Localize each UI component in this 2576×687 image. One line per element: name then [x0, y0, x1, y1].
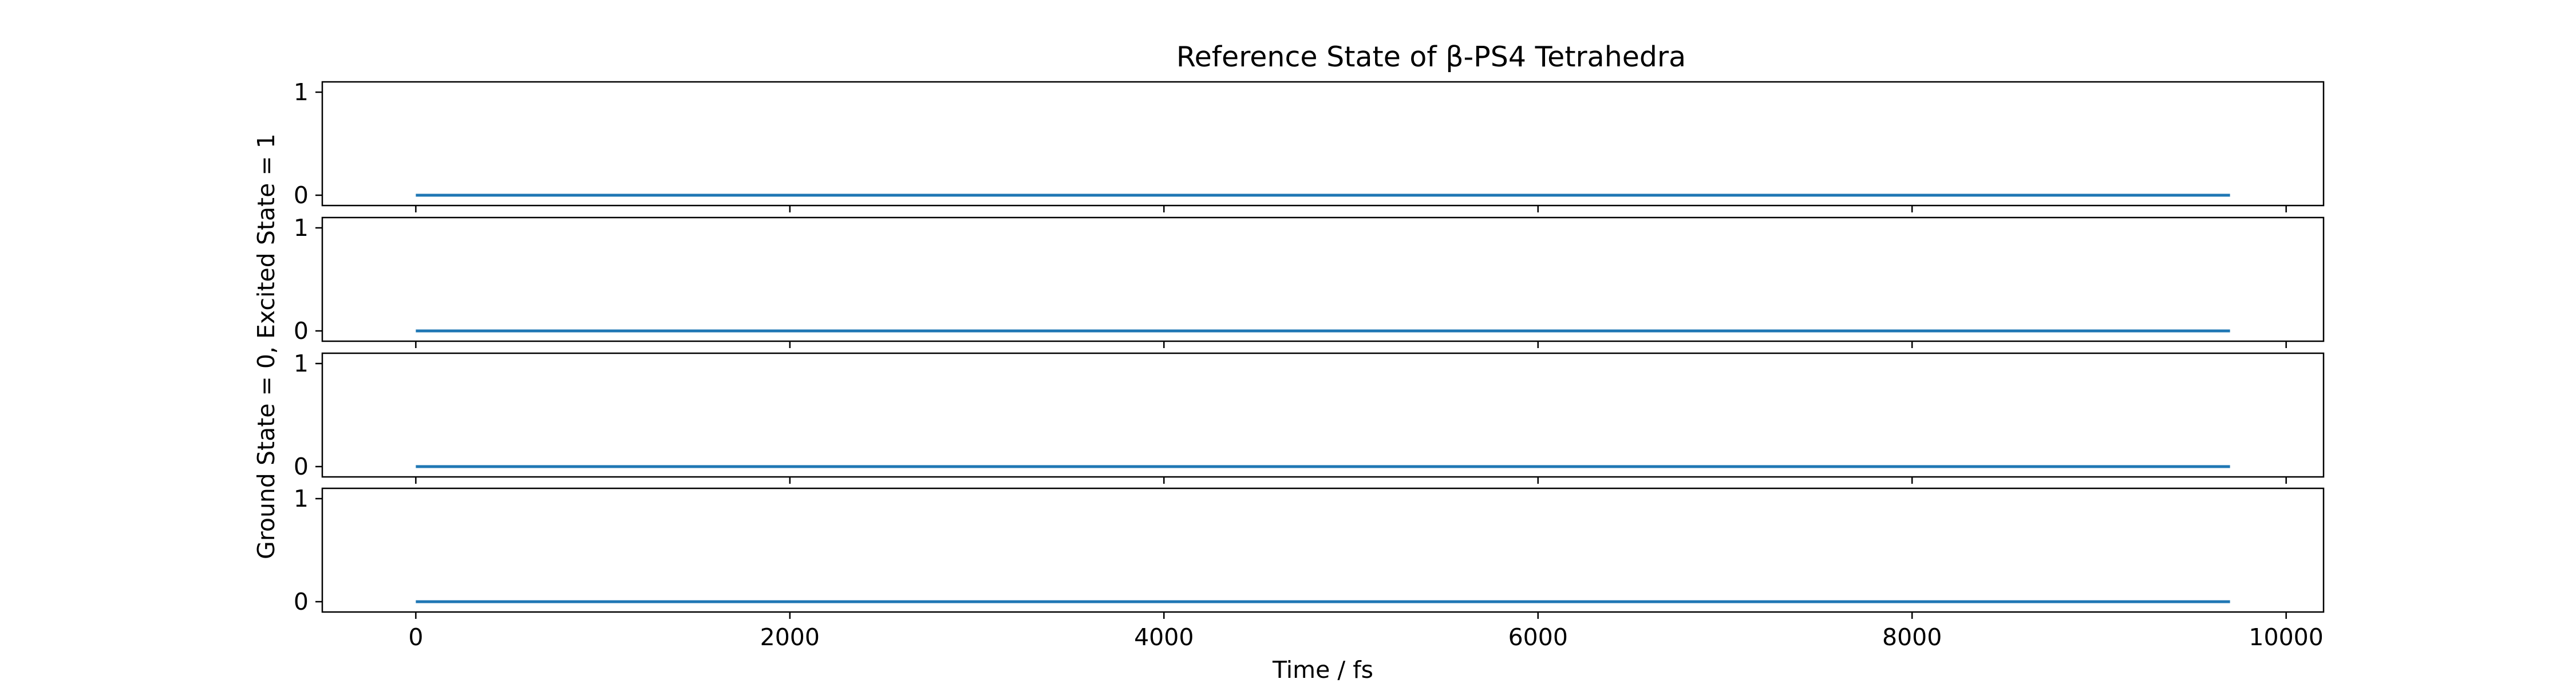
y-tick-label: 1 — [294, 214, 309, 242]
y-tick-label: 1 — [294, 485, 309, 512]
axes-frame-2 — [321, 216, 2325, 342]
axes-frame-4 — [321, 487, 2325, 613]
x-tick-label: 6000 — [1508, 623, 1568, 651]
x-tick-label: 10000 — [2249, 623, 2323, 651]
y-axis-label: Ground State = 0, Excited State = 1 — [252, 133, 280, 559]
subplot-2: 01 — [294, 214, 2325, 348]
axes-frame-3 — [321, 352, 2325, 478]
subplot-4: 0 1 0 2000 4000 6000 8000 10000 — [294, 485, 2325, 651]
y-tick-label: 0 — [294, 181, 309, 209]
y-tick-label: 0 — [294, 317, 309, 345]
y-tick-label: 0 — [294, 588, 309, 615]
x-tick-label: 2000 — [760, 623, 820, 651]
x-tick-label: 4000 — [1134, 623, 1194, 651]
subplot-1: 01 — [294, 78, 2325, 212]
x-tick-label: 0 — [408, 623, 423, 651]
x-tick-label: 8000 — [1882, 623, 1942, 651]
axes-frame-1 — [321, 81, 2325, 207]
y-tick-label: 1 — [294, 350, 309, 377]
subplot-3: 01 — [294, 350, 2325, 484]
y-tick-label: 1 — [294, 78, 309, 106]
y-tick-label: 0 — [294, 453, 309, 480]
x-axis-label: Time / fs — [1272, 656, 1373, 684]
chart-title: Reference State of β-PS4 Tetrahedra — [1176, 41, 1686, 73]
